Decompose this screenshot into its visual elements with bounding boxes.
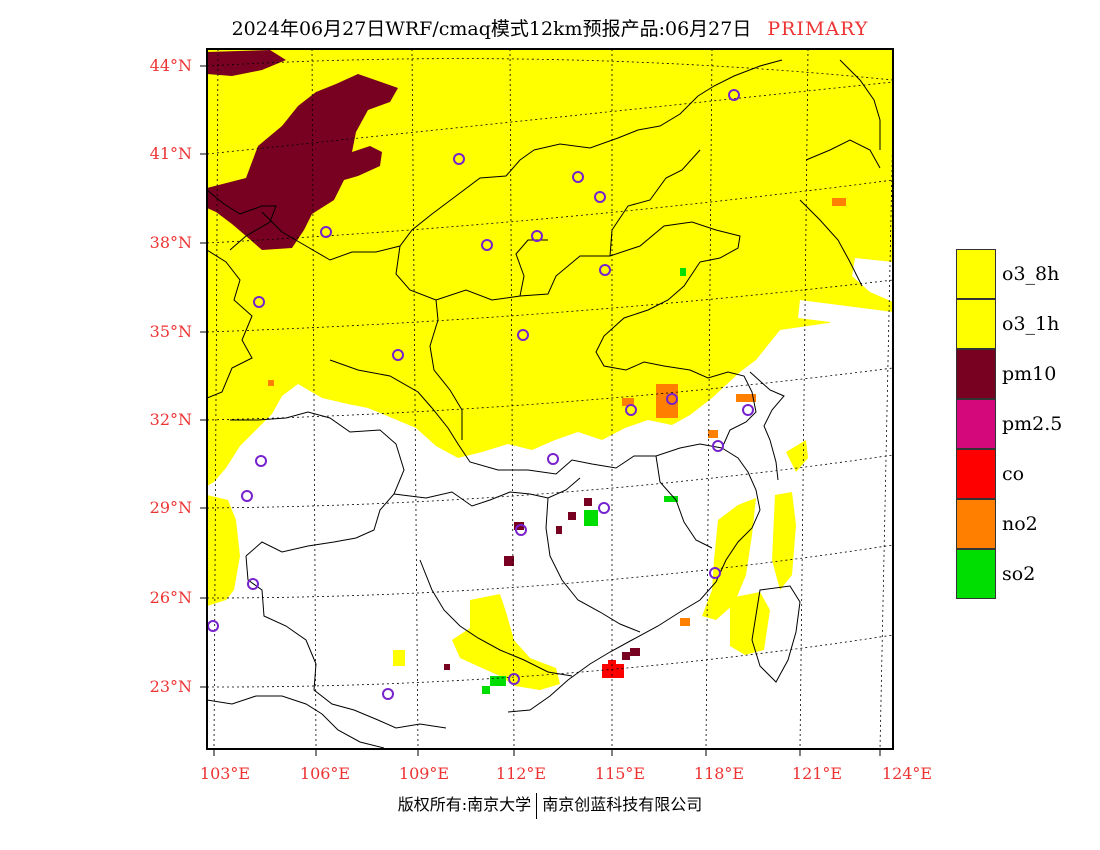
so2-patch bbox=[490, 676, 506, 686]
no2-patch bbox=[708, 430, 718, 438]
o3-region-guangxi bbox=[452, 594, 560, 690]
no2-patch bbox=[622, 398, 634, 406]
legend-item-pm25: pm2.5 bbox=[956, 399, 1096, 449]
tick-marks bbox=[200, 65, 881, 756]
lat-label-26: 26°N bbox=[149, 588, 192, 607]
legend-item-so2: so2 bbox=[956, 549, 1096, 599]
title-text: 2024年06月27日WRF/cmaq模式12km预报产品:06月27日 bbox=[231, 18, 752, 40]
copyright-line: 版权所有:南京大学 南京创蓝科技有限公司 bbox=[0, 791, 1100, 819]
lon-label-112: 112°E bbox=[495, 764, 547, 783]
co-patch bbox=[608, 660, 616, 666]
legend-label: pm10 bbox=[1002, 363, 1057, 385]
o3-region-zhejiang-coast bbox=[786, 440, 808, 472]
legend-label: so2 bbox=[1002, 563, 1036, 585]
pm10-patch bbox=[556, 526, 562, 534]
legend-item-no2: no2 bbox=[956, 499, 1096, 549]
lon-label-118: 118°E bbox=[693, 764, 745, 783]
pm10-patch bbox=[504, 556, 514, 566]
o3-gap-yellowsea bbox=[798, 300, 893, 360]
legend-swatch bbox=[956, 349, 996, 399]
no2-patch bbox=[680, 618, 690, 626]
lon-label-103: 103°E bbox=[199, 764, 251, 783]
lat-label-44: 44°N bbox=[149, 56, 192, 75]
o3-patch-yunnan bbox=[393, 650, 405, 666]
pm10-patch bbox=[444, 664, 450, 670]
lat-label-35: 35°N bbox=[149, 322, 192, 341]
no2-patch bbox=[268, 380, 274, 386]
copyright-company: 南京创蓝科技有限公司 bbox=[542, 795, 703, 814]
pm10-patch bbox=[568, 512, 576, 520]
lat-label-32: 32°N bbox=[149, 410, 192, 429]
legend-label: no2 bbox=[1002, 513, 1038, 535]
o3-region-west bbox=[207, 495, 240, 606]
o3-region-fujian bbox=[702, 498, 756, 620]
graticule bbox=[207, 49, 893, 749]
legend-label: o3_8h bbox=[1002, 263, 1060, 285]
legend-swatch bbox=[956, 549, 996, 599]
legend-item-o3-1h: o3_1h bbox=[956, 299, 1096, 349]
legend-label: o3_1h bbox=[1002, 313, 1060, 335]
lat-label-38: 38°N bbox=[149, 233, 192, 252]
so2-patch bbox=[664, 496, 678, 502]
lon-label-124: 124°E bbox=[881, 764, 933, 783]
legend-item-co: co bbox=[956, 449, 1096, 499]
lat-label-23: 23°N bbox=[149, 677, 192, 696]
legend-label: pm2.5 bbox=[1002, 413, 1063, 435]
so2-patch bbox=[680, 268, 686, 276]
pm10-region-top bbox=[207, 50, 286, 76]
no2-patch bbox=[736, 394, 756, 402]
copyright-owner: 版权所有:南京大学 bbox=[397, 795, 532, 814]
lat-label-29: 29°N bbox=[149, 498, 192, 517]
copyright-separator bbox=[536, 792, 538, 819]
pm10-patch bbox=[622, 652, 630, 660]
so2-patch bbox=[584, 510, 598, 526]
lon-label-109: 109°E bbox=[398, 764, 450, 783]
lon-label-121: 121°E bbox=[791, 764, 843, 783]
legend-swatch bbox=[956, 499, 996, 549]
pm10-region bbox=[207, 74, 398, 250]
legend: o3_8h o3_1h pm10 pm2.5 co no2 so2 bbox=[956, 249, 1096, 599]
legend-item-o3-8h: o3_8h bbox=[956, 249, 1096, 299]
title-tag: PRIMARY bbox=[767, 18, 869, 40]
lon-label-115: 115°E bbox=[594, 764, 646, 783]
map-frame bbox=[206, 48, 894, 750]
legend-label: co bbox=[1002, 463, 1025, 485]
pm10-patch bbox=[630, 648, 640, 656]
o3-region-east-sea bbox=[772, 492, 796, 590]
boundary-lines bbox=[207, 59, 881, 749]
legend-swatch bbox=[956, 399, 996, 449]
lon-label-106: 106°E bbox=[299, 764, 351, 783]
co-patch bbox=[602, 664, 624, 678]
legend-item-pm10: pm10 bbox=[956, 349, 1096, 399]
map-title: 2024年06月27日WRF/cmaq模式12km预报产品:06月27日 PRIM… bbox=[0, 14, 1100, 41]
no2-patch bbox=[832, 198, 846, 206]
legend-swatch bbox=[956, 249, 996, 299]
pm10-patch bbox=[584, 498, 592, 506]
legend-swatch bbox=[956, 299, 996, 349]
legend-swatch bbox=[956, 449, 996, 499]
o3-region-taiwan-strait bbox=[730, 592, 770, 655]
o3-gap-bohai-east bbox=[852, 258, 893, 302]
lat-label-41: 41°N bbox=[149, 144, 192, 163]
so2-patch bbox=[482, 686, 490, 694]
